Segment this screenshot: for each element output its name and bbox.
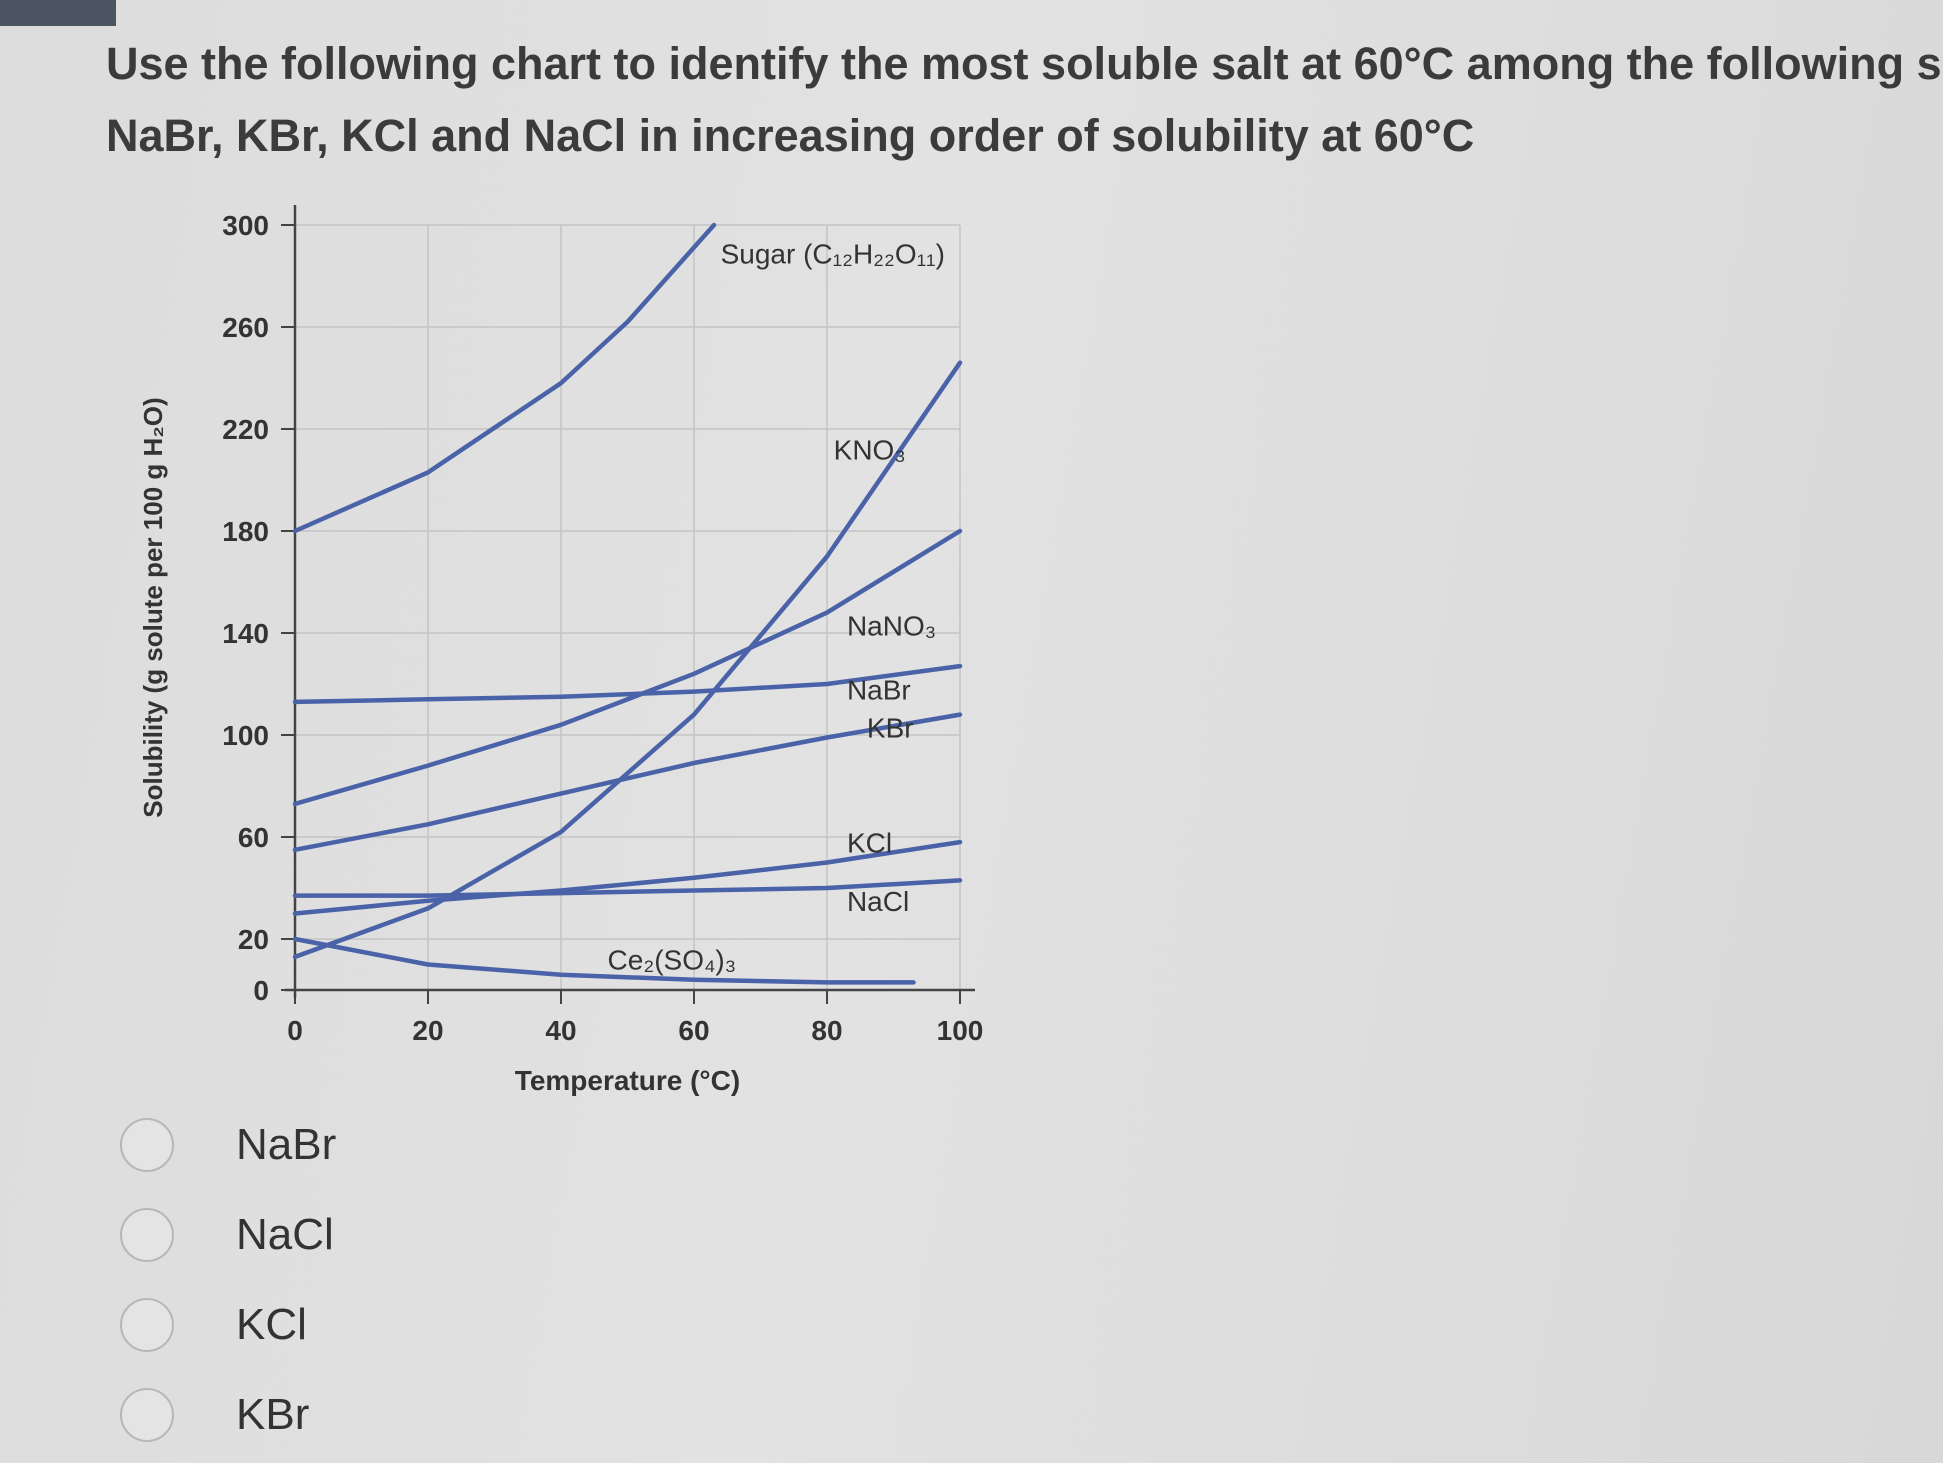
series-line	[292, 663, 963, 705]
option-nacl[interactable]: NaCl	[120, 1200, 334, 1270]
x-tick-label: 0	[287, 1015, 303, 1046]
series-line	[292, 839, 963, 916]
window-tab-corner	[0, 0, 116, 26]
x-tick-label: 80	[811, 1015, 842, 1046]
question-line-2: NaBr, KBr, KCl and NaCl in increasing or…	[106, 110, 1475, 161]
y-tick-label: 0	[253, 975, 269, 1006]
series-label: KCl	[847, 827, 892, 858]
y-axis-title: Solubility (g solute per 100 g H₂O)	[138, 397, 168, 817]
series-label: NaNO₃	[847, 611, 936, 642]
series-line	[292, 360, 963, 960]
y-tick-label: 100	[222, 720, 269, 751]
series-line	[292, 936, 916, 985]
question-line-1: Use the following chart to identify the …	[106, 38, 1943, 89]
option-nabr[interactable]: NaBr	[120, 1110, 336, 1180]
solubility-chart: 0 20 60 100 140 180 220 260 300 0 20 40 60 80 100 Tempe…	[138, 205, 984, 1096]
option-kcl[interactable]: KCl	[120, 1290, 307, 1360]
x-tick-label: 20	[412, 1015, 443, 1046]
series-label: NaCl	[847, 886, 909, 917]
series-label: Ce₂(SO₄)₃	[608, 945, 737, 976]
series-line	[292, 878, 963, 898]
y-tick-label: 180	[222, 516, 269, 547]
x-tick-label: 100	[937, 1015, 984, 1046]
option-label: NaCl	[236, 1210, 334, 1259]
radio-button[interactable]	[120, 1298, 174, 1352]
y-tick-label: 300	[222, 210, 269, 241]
y-tick-label: 60	[238, 822, 269, 853]
x-tick-label: 40	[545, 1015, 576, 1046]
radio-button[interactable]	[120, 1388, 174, 1442]
option-label: KCl	[236, 1300, 307, 1349]
y-tick-label: 260	[222, 312, 269, 343]
radio-button[interactable]	[120, 1208, 174, 1262]
radio-button[interactable]	[120, 1118, 174, 1172]
series-line	[292, 222, 717, 534]
series-label: NaBr	[847, 674, 911, 705]
y-tick-label: 20	[238, 924, 269, 955]
option-label: KBr	[236, 1390, 310, 1439]
x-tick-label: 60	[678, 1015, 709, 1046]
question-text: Use the following chart to identify the …	[106, 28, 1943, 172]
option-label: NaBr	[236, 1120, 337, 1169]
option-kbr[interactable]: KBr	[120, 1380, 309, 1450]
y-tick-label: 220	[222, 414, 269, 445]
y-tick-label: 140	[222, 618, 269, 649]
series-line	[292, 712, 963, 853]
series-label: Sugar (C₁₂H₂₂O₁₁)	[721, 238, 945, 269]
series-line	[292, 528, 963, 807]
series-label: KBr	[867, 713, 914, 744]
series-label: KNO₃	[834, 435, 906, 466]
x-axis-title: Temperature (°C)	[515, 1065, 740, 1096]
